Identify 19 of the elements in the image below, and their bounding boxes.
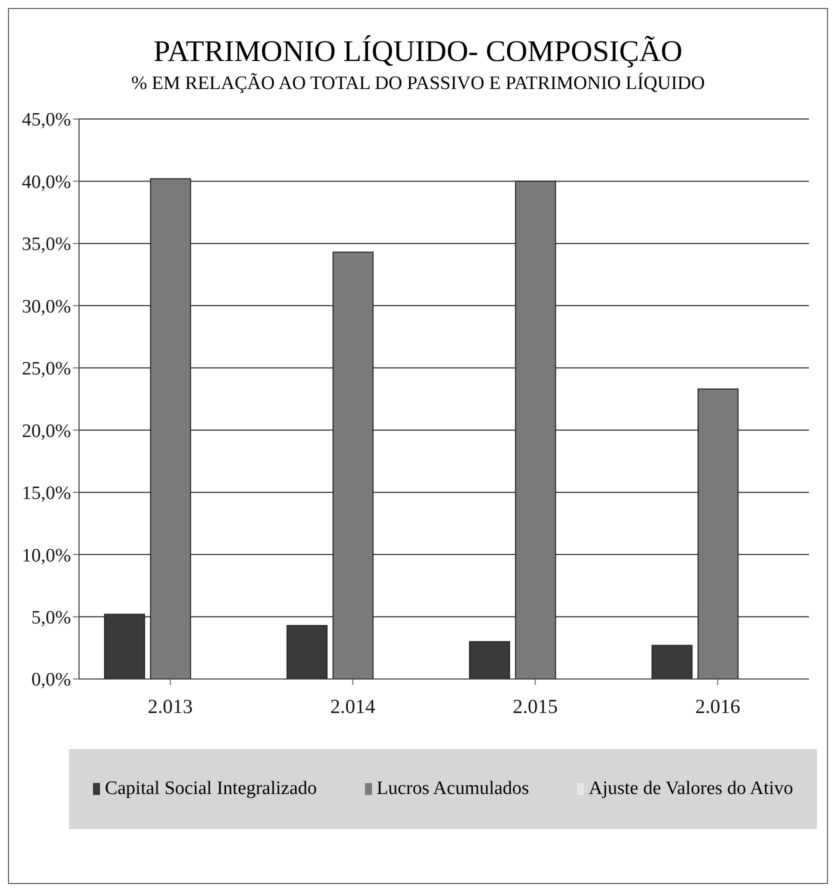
y-tick-label: 25,0% [22, 358, 72, 380]
x-tick-label: 2.014 [330, 696, 376, 718]
y-tick-label: 15,0% [22, 483, 72, 504]
y-tick-label: 45,0% [22, 110, 72, 131]
y-tick-label: 5,0% [31, 608, 72, 629]
chart-subtitle: % EM RELAÇÃO AO TOTAL DO PASSIVO E PATRIMONIO LÍQUIDO [130, 73, 706, 95]
chart-title: PATRIMONIO LÍQUIDO- COMPOSIÇÃO [152, 35, 684, 69]
x-tick-label: 2.013 [148, 696, 193, 718]
y-tick-label: 35,0% [22, 234, 72, 256]
y-tick-label: 30,0% [22, 296, 72, 318]
legend-label: Ajuste de Valores do Ativo [588, 778, 794, 800]
y-tick-label: 20,0% [22, 420, 72, 442]
x-tick-label: 2.016 [695, 696, 740, 718]
legend-label: Capital Social Integralizado [104, 778, 317, 800]
y-tick-label: 0,0% [31, 670, 72, 691]
x-tick-label: 2.015 [512, 696, 558, 718]
y-tick-label: 40,0% [22, 172, 72, 193]
legend-label: Lucros Acumulados [376, 778, 530, 800]
y-tick-label: 10,0% [22, 545, 72, 566]
